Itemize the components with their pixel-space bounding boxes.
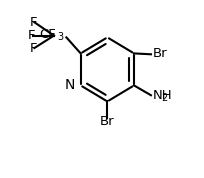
Text: 2: 2	[162, 93, 168, 103]
Text: F: F	[28, 29, 35, 42]
Text: Br: Br	[153, 47, 167, 60]
Text: Br: Br	[100, 115, 115, 128]
Text: F: F	[30, 42, 37, 55]
Text: 3: 3	[57, 32, 63, 42]
Text: N: N	[65, 78, 75, 92]
Text: NH: NH	[153, 89, 172, 102]
Text: CF: CF	[39, 28, 56, 41]
Text: F: F	[30, 16, 37, 29]
